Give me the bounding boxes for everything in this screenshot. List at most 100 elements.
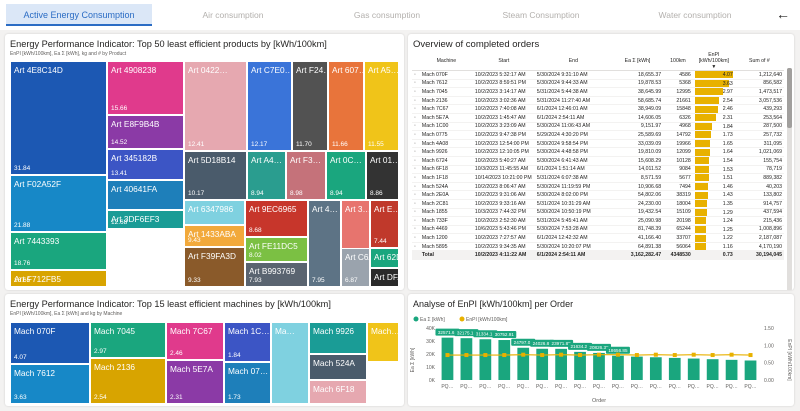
row-select-icon[interactable]: ▫ [412,173,420,183]
table-row[interactable]: ▫ Mach 9926 10/2/2023 12:10:05 PM 5/30/2024… [412,147,784,157]
orders-table-scrollbar[interactable] [787,68,792,290]
row-select-icon[interactable]: ▫ [412,79,420,89]
treemap-cell[interactable]: Art 0C… 8.94 [326,151,366,200]
treemap-cell[interactable]: Art F3… 8.98 [286,151,326,200]
row-select-icon[interactable]: ▫ [412,208,420,218]
row-select-icon[interactable]: ▫ [412,113,420,123]
back-arrow-icon[interactable]: ← [776,6,790,22]
treemap-cell[interactable]: Mach 07… 1.73 [224,362,271,404]
table-row[interactable]: ▫ Mach 2C81 10/2/2023 9:33:16 AM 5/31/2024 … [412,199,784,209]
table-row[interactable]: ▫ Mach 7C67 10/2/2023 7:40:08 AM 6/1/2024 1… [412,104,784,114]
tab-water-consumption[interactable]: Water consumption [658,10,732,20]
table-row[interactable]: ▫ Mach 1855 10/3/2023 7:44:32 PM 5/30/2024 … [412,208,784,218]
tab-gas-consumption[interactable]: Gas consumption [353,10,421,20]
row-select-icon[interactable]: ▫ [412,242,420,252]
column-header[interactable]: 100km [663,52,693,71]
treemap-cell[interactable]: Mach 5E7A 2.31 [166,360,224,404]
row-select-icon[interactable]: ▫ [412,156,420,166]
tab-steam-consumption[interactable]: Steam Consumption [502,10,580,20]
row-select-icon[interactable]: ▫ [412,225,420,235]
table-row[interactable]: ▫ Mach 7045 10/2/2023 3:14:17 AM 5/31/2024 … [412,87,784,97]
table-row[interactable]: ▫ Mach 6F18 10/3/2023 11:45:55 AM 6/1/2024 … [412,165,784,175]
treemap-cell[interactable]: Mach 6F18 [309,380,367,404]
row-select-icon[interactable]: ▫ [412,165,420,175]
treemap-cell[interactable]: Art E… 7.44 [370,200,399,248]
treemap-cell[interactable]: Art F712FB5 16.65 [10,270,107,287]
row-select-icon[interactable]: ▫ [412,130,420,140]
row-select-icon[interactable]: ▫ [412,147,420,157]
treemap-cell[interactable]: Art 5D18B14 10.17 [184,151,247,200]
column-header[interactable]: Start [472,52,535,71]
treemap-cell[interactable]: Mach 7045 2.97 [90,322,166,358]
treemap-cell[interactable]: Art 3DF6EF3 12.68 [107,210,184,229]
treemap-cell[interactable]: Art 1433ABA 9.43 [184,225,245,247]
treemap-cell[interactable]: Art 7443393 18.76 [10,232,107,270]
column-header[interactable]: Machine [419,52,473,71]
row-select-icon[interactable]: ▫ [412,104,420,114]
treemap-cell[interactable]: Art 4908238 15.66 [107,61,184,115]
table-row[interactable]: ▫ Mach 0775 10/2/2023 9:47:38 PM 5/29/2024 … [412,130,784,140]
treemap-cell[interactable]: Art F39FA3D 9.33 [184,247,245,287]
column-header[interactable]: End [534,52,612,71]
scrollbar-thumb[interactable] [787,68,792,128]
table-row[interactable]: ▫ Mach 5895 10/2/2023 9:34:35 AM 5/30/2024 … [412,242,784,252]
table-row[interactable]: ▫ Mach 070F 10/2/2023 5:32:17 AM 5/30/2024 … [412,70,784,80]
treemap-cell[interactable]: Ma… [271,322,309,404]
row-select-icon[interactable]: ▫ [412,70,420,80]
table-row[interactable]: ▫ Mach 1200 10/2/2023 7:27:57 AM 6/1/2024 1… [412,233,784,243]
treemap-cell[interactable]: Art 0422… 12.41 [184,61,247,151]
sort-indicator-icon[interactable]: ▼ [711,64,717,70]
treemap-cell[interactable]: Art 4… 7.95 [308,200,341,287]
table-row[interactable]: ▫ Mach 4A08 10/2/2023 12:54:00 PM 5/30/2024… [412,139,784,149]
table-row[interactable]: ▫ Mach 2E0A 10/2/2023 9:31:06 AM 5/30/2024 … [412,190,784,200]
treemap-cell[interactable]: Mach 070F 4.07 [10,322,90,364]
treemap-cell[interactable]: Mach 7C67 2.46 [166,322,224,360]
tab-air-consumption[interactable]: Air consumption [202,10,264,20]
treemap-cell[interactable]: Art 40641FA [107,180,184,210]
treemap-cell[interactable]: Art E8F9B4B 14.52 [107,115,184,149]
treemap-cell[interactable]: Art DFA5… [370,268,399,287]
treemap-cell[interactable]: Mach 1C… 1.84 [224,322,271,362]
treemap-cell[interactable]: Mach… [367,322,399,362]
column-header[interactable]: EnPI [kWh/100km] ▼ [692,52,735,71]
table-row[interactable]: ▫ Mach 524A 10/2/2023 8:06:47 AM 5/30/2024 … [412,182,784,192]
column-header[interactable]: Sum of # [734,52,784,71]
table-row[interactable]: ▫ Mach 5E7A 10/2/2023 1:45:47 AM 6/1/2024 2… [412,113,784,123]
treemap-cell[interactable]: Mach 2136 2.54 [90,358,166,404]
treemap-cell[interactable]: Art 6347986 [184,200,245,225]
treemap-cell[interactable]: Art 4E8C14D 31.84 [10,61,107,175]
treemap-cell[interactable]: Art C7E0… 12.17 [247,61,292,151]
table-row[interactable]: ▫ Mach 4469 10/6/2023 5:43:46 PM 5/30/2024 … [412,225,784,235]
treemap-cell[interactable]: Art A5… 11.55 [364,61,399,151]
row-select-icon[interactable]: ▫ [412,96,420,106]
table-row[interactable]: ▫ Mach 6724 10/2/2023 5:40:27 AM 5/30/2024 … [412,156,784,166]
treemap-cell[interactable]: Art F24… 11.70 [292,61,328,151]
treemap-cell[interactable]: Art B993769 7.93 [245,262,308,287]
treemap-cell[interactable]: Art 9EC6965 8.68 [245,200,308,237]
treemap-cell[interactable]: Art FE11DC5 8.02 [245,237,308,262]
row-select-icon[interactable]: ▫ [412,190,420,200]
treemap-cell[interactable]: Art 01… 8.86 [366,151,399,200]
table-row[interactable]: ▫ Mach 733F 10/2/2023 2:52:30 AM 5/31/2024 … [412,216,784,226]
treemap-cell[interactable]: Art F02A52F 21.88 [10,175,107,232]
column-header[interactable]: Ea Σ [kWh] [611,52,664,71]
row-select-icon[interactable]: ▫ [412,216,420,226]
row-select-icon[interactable]: ▫ [412,199,420,209]
treemap-cell[interactable]: Art A4… 8.94 [247,151,286,200]
treemap-cell[interactable]: Art C6A8… 6.87 [341,248,370,287]
table-row[interactable]: ▫ Mach 7612 10/2/2023 8:59:51 PM 5/30/2024 … [412,79,784,89]
row-select-icon[interactable]: ▫ [412,139,420,149]
row-select-icon[interactable]: ▫ [412,182,420,192]
row-select-icon[interactable]: ▫ [412,233,420,243]
treemap-cell[interactable]: Mach 524A [309,354,367,380]
treemap-cell[interactable]: Art 607… 11.66 [328,61,364,151]
table-row[interactable]: ▫ Mach 2136 10/2/2023 3:02:36 AM 5/31/2024 … [412,96,784,106]
treemap-cell[interactable]: Mach 9926 [309,322,367,354]
treemap-cell[interactable]: Art 62DC… [370,248,399,268]
treemap-cell[interactable]: Art 345182B 13.41 [107,149,184,180]
table-row[interactable]: ▫ Mach 1F18 10/14/2023 10:21:00 PM 5/31/202… [412,173,784,183]
table-row[interactable]: ▫ Mach 1C00 10/2/2023 3:23:09 AM 5/30/2024 … [412,122,784,132]
row-select-icon[interactable]: ▫ [412,122,420,132]
row-select-icon[interactable]: ▫ [412,87,420,97]
tab-active-energy[interactable]: Active Energy Consumption [6,4,152,26]
